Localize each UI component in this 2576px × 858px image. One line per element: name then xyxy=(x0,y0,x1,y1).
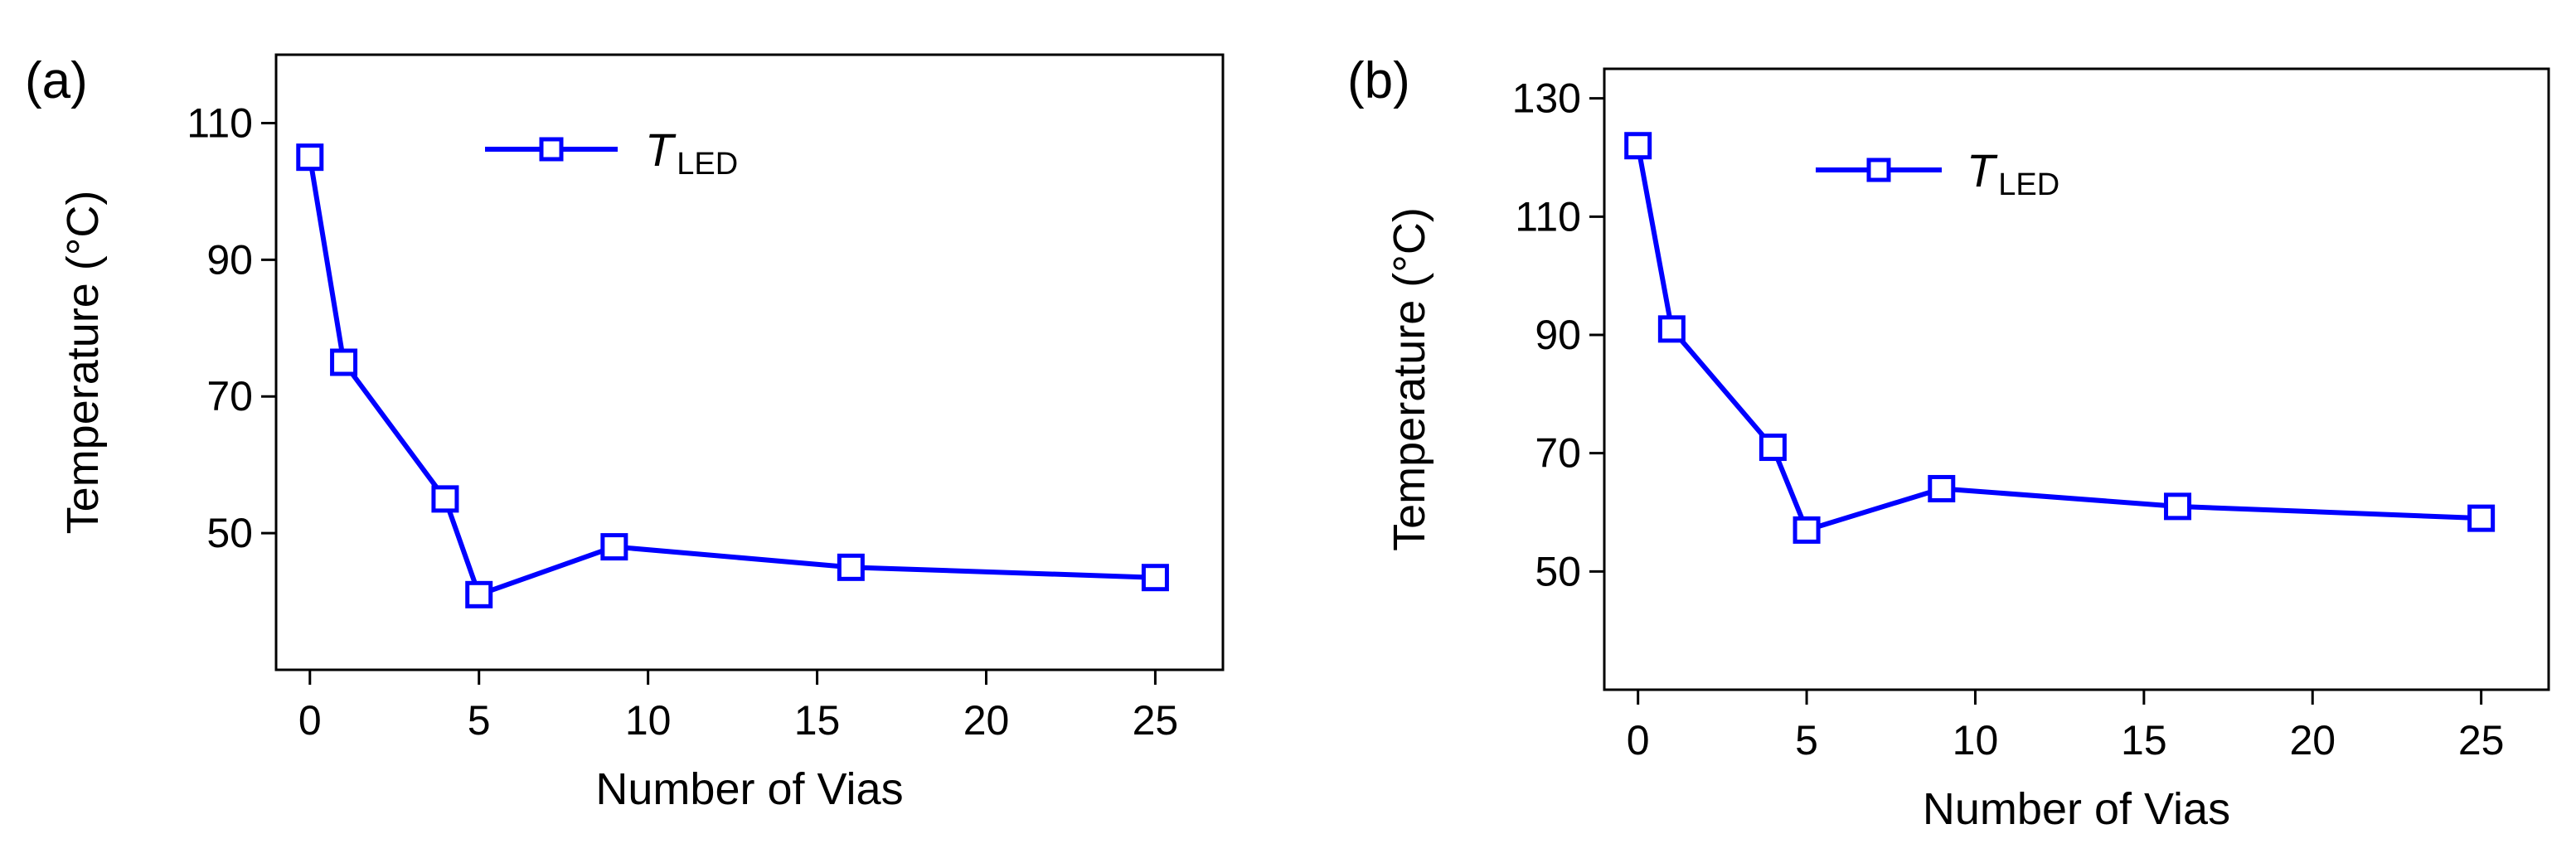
legend-subscript: LED xyxy=(1998,167,2059,202)
x-tick-label: 20 xyxy=(963,697,1010,744)
plot-frame xyxy=(274,53,1225,671)
data-point xyxy=(465,580,493,608)
x-tick-label: 15 xyxy=(2121,717,2167,763)
x-tick-label: 10 xyxy=(625,697,672,744)
data-point xyxy=(1141,564,1169,592)
y-tick-label: 50 xyxy=(1535,548,1581,594)
legend-marker xyxy=(1866,158,1891,182)
y-tick-label: 70 xyxy=(1535,430,1581,477)
data-point xyxy=(600,533,628,561)
y-tick-label: 110 xyxy=(1515,193,1581,240)
x-tick-label: 5 xyxy=(468,697,491,744)
x-tick-label: 0 xyxy=(1627,717,1650,763)
y-tick-label: 90 xyxy=(1535,312,1581,358)
data-point xyxy=(1624,132,1652,160)
legend-subscript: LED xyxy=(677,147,738,182)
x-tick-label: 0 xyxy=(298,697,322,744)
x-tick-label: 20 xyxy=(2289,717,2336,763)
panel-label: (a) xyxy=(25,52,88,109)
series-line xyxy=(1635,145,2481,533)
data-point xyxy=(1928,474,1956,502)
y-tick-label: 50 xyxy=(206,510,253,556)
x-tick-label: 5 xyxy=(1795,717,1818,763)
data-point xyxy=(1793,516,1821,544)
x-axis-title: Number of Vias xyxy=(595,764,903,814)
legend-marker xyxy=(539,137,564,162)
data-point xyxy=(2164,492,2192,521)
y-tick-label: 90 xyxy=(206,236,253,283)
chart-panel-1: (a) 0 5 10 15 20 25 50 70 90 110 Number of Vias Temp… xyxy=(25,52,1225,814)
y-tick-label: 110 xyxy=(187,99,253,146)
legend-label: T LED xyxy=(1967,144,2059,202)
x-tick-label: 15 xyxy=(794,697,841,744)
y-axis-title: Temperature (°C) xyxy=(1385,207,1434,551)
data-point xyxy=(431,485,459,513)
legend-label: T LED xyxy=(645,124,738,182)
chart-panel-2: (b) 0 5 10 15 20 25 50 70 90 110 130 Number of Vias T… xyxy=(1347,52,2550,834)
data-point xyxy=(330,348,358,376)
data-point xyxy=(296,143,324,172)
y-tick-label: 130 xyxy=(1512,75,1581,122)
series-line xyxy=(307,157,1156,598)
plot-frame xyxy=(1603,67,2550,691)
data-point xyxy=(1759,434,1787,462)
data-point xyxy=(2467,504,2496,532)
y-axis-title: Temperature (°C) xyxy=(58,191,108,535)
data-point xyxy=(1657,315,1686,343)
x-axis-title: Number of Vias xyxy=(1923,784,2230,834)
x-tick-label: 25 xyxy=(2458,717,2505,763)
data-point xyxy=(837,553,865,581)
x-tick-label: 10 xyxy=(1953,717,1999,763)
x-tick-label: 25 xyxy=(1133,697,1179,744)
y-tick-label: 70 xyxy=(206,373,253,419)
panel-label: (b) xyxy=(1347,52,1410,109)
